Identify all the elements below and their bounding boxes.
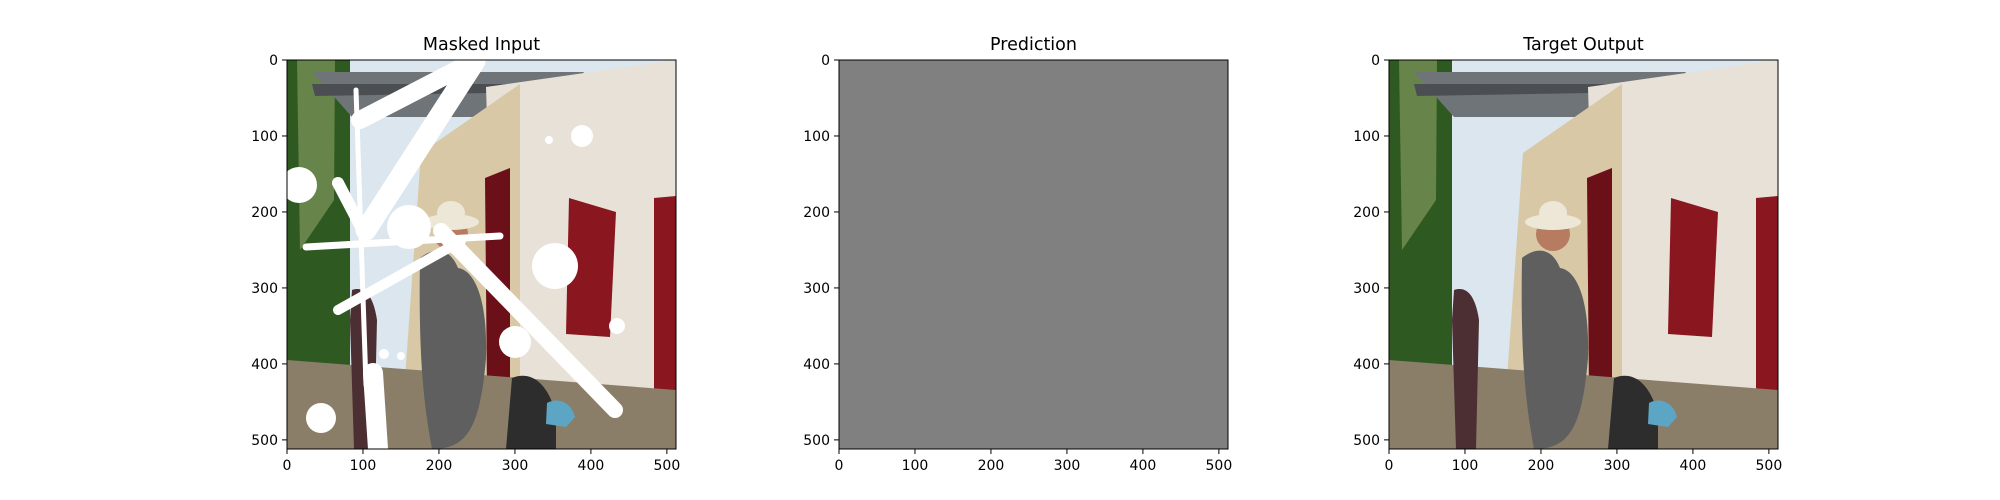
x-tick-label: 100	[350, 458, 377, 474]
x-tick-label: 200	[978, 458, 1005, 474]
masked-input-image	[287, 60, 676, 449]
motorbike	[1608, 375, 1658, 449]
x-tick-label: 100	[1452, 458, 1479, 474]
left-foliage-highlight	[1399, 60, 1437, 250]
y-tick-label: 400	[803, 357, 830, 373]
target-output-panel: Target Output 0 100 200 300 400 500 0 100 200 30…	[1353, 35, 1782, 474]
motorbike	[506, 375, 556, 449]
masked-input-panel: Masked Input	[251, 35, 680, 474]
mask-dot	[287, 167, 317, 203]
person-shirt	[419, 250, 487, 449]
y-tick-label: 400	[1353, 357, 1380, 373]
door-left	[1587, 168, 1612, 392]
mask-dot	[532, 243, 578, 289]
mask-stroke	[332, 177, 366, 231]
y-tick-label: 0	[269, 53, 278, 69]
door-right	[1756, 196, 1778, 413]
door-middle	[566, 198, 616, 337]
y-tick-label: 300	[251, 281, 278, 297]
y-ticks: 0 100 200 300 400 500	[1353, 53, 1389, 449]
scene-layer	[287, 60, 676, 449]
door-right	[654, 196, 676, 413]
door-middle	[1668, 198, 1718, 337]
y-tick-label: 400	[251, 357, 278, 373]
mask-dot	[571, 125, 593, 147]
y-tick-label: 300	[803, 281, 830, 297]
x-ticks: 0 100 200 300 400 500	[835, 449, 1233, 474]
mask-dot	[306, 403, 336, 433]
mask-stroke	[363, 363, 388, 449]
mask-stroke	[333, 236, 466, 315]
y-tick-label: 200	[251, 205, 278, 221]
mask-stroke	[351, 60, 485, 129]
x-tick-label: 500	[1756, 458, 1783, 474]
x-tick-label: 300	[1054, 458, 1081, 474]
mask-dot	[545, 136, 553, 144]
ground	[1389, 360, 1778, 449]
y-tick-label: 200	[1353, 205, 1380, 221]
y-tick-label: 200	[803, 205, 830, 221]
x-tick-label: 0	[283, 458, 292, 474]
mask-strokes	[287, 60, 625, 449]
second-person	[1452, 289, 1479, 449]
x-tick-label: 300	[1604, 458, 1631, 474]
x-tick-label: 200	[1528, 458, 1555, 474]
panel-title: Masked Input	[423, 35, 540, 55]
y-tick-label: 500	[1353, 433, 1380, 449]
x-tick-label: 400	[1680, 458, 1707, 474]
target-output-image	[1389, 60, 1778, 449]
x-tick-label: 500	[654, 458, 681, 474]
x-tick-label: 300	[502, 458, 529, 474]
y-tick-label: 500	[803, 433, 830, 449]
mask-dot	[499, 326, 531, 358]
mask-stroke	[355, 60, 486, 241]
x-tick-label: 0	[1385, 458, 1394, 474]
mask-dot	[387, 205, 431, 249]
y-tick-label: 100	[1353, 129, 1380, 145]
blue-bag	[546, 400, 575, 427]
y-tick-label: 100	[803, 129, 830, 145]
y-tick-label: 0	[1371, 53, 1380, 69]
person-shirt	[1521, 250, 1589, 449]
panel-title: Prediction	[990, 35, 1077, 55]
mask-dot	[397, 352, 405, 360]
mask-dot	[609, 318, 625, 334]
x-tick-label: 400	[578, 458, 605, 474]
prediction-panel: Prediction 0 100 200 300 400 500 0 100 200 300 40…	[803, 35, 1232, 474]
y-tick-label: 0	[821, 53, 830, 69]
mask-stroke	[433, 223, 623, 418]
prediction-fill	[839, 60, 1228, 449]
hat-crown	[1539, 201, 1567, 225]
x-tick-label: 0	[835, 458, 844, 474]
axis-frame	[838, 59, 1229, 450]
axis-frame	[286, 59, 677, 450]
hat-crown	[437, 201, 465, 225]
x-tick-label: 200	[426, 458, 453, 474]
x-tick-label: 100	[902, 458, 929, 474]
x-tick-label: 500	[1206, 458, 1233, 474]
y-ticks: 0 100 200 300 400 500	[251, 53, 287, 449]
panel-title: Target Output	[1522, 35, 1644, 55]
axis-frame	[1388, 59, 1779, 450]
blue-bag	[1648, 400, 1677, 427]
y-tick-label: 100	[251, 129, 278, 145]
y-tick-label: 500	[251, 433, 278, 449]
y-ticks: 0 100 200 300 400 500	[803, 53, 839, 449]
x-ticks: 0 100 200 300 400 500	[1385, 449, 1783, 474]
left-foliage-highlight	[297, 60, 335, 250]
x-tick-label: 400	[1130, 458, 1157, 474]
y-tick-label: 300	[1353, 281, 1380, 297]
x-ticks: 0 100 200 300 400 500	[283, 449, 681, 474]
mask-dot	[379, 349, 389, 359]
